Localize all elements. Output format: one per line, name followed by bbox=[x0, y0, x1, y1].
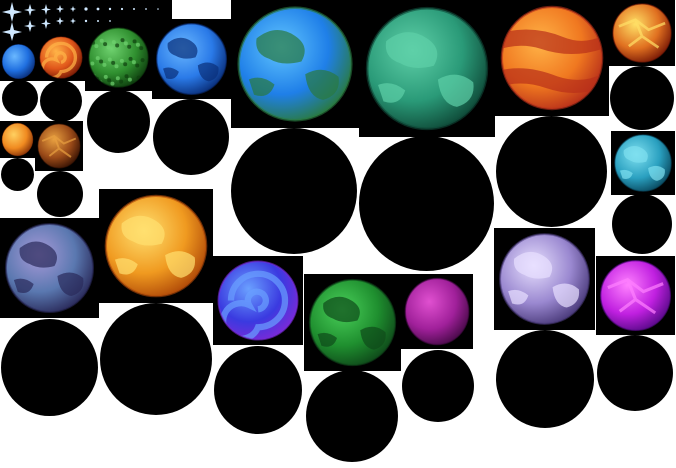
star-sprite-small bbox=[56, 5, 64, 13]
star-sprites bbox=[2, 2, 159, 41]
star-sprite-small bbox=[70, 6, 76, 12]
sprite-tile-planet-blue-continents-medium bbox=[152, 19, 231, 99]
shadow-mask-circle bbox=[306, 370, 398, 462]
sprite-tile-planet-lavender-white bbox=[494, 228, 595, 330]
planet-blue-small-icon bbox=[1, 43, 36, 80]
planet-violet-glow-icon bbox=[599, 259, 672, 332]
planet-cyan-small-icon bbox=[614, 134, 672, 192]
sprite-tile-planet-blue-purple-swirl bbox=[213, 256, 303, 345]
star-sprite-dot bbox=[157, 8, 159, 10]
star-sprite-large bbox=[2, 22, 22, 41]
planet-brown-lava-tiny-icon bbox=[37, 123, 81, 169]
sprite-tile-planet-lavender-slate bbox=[0, 218, 99, 318]
sprite-tile-planet-blue-small bbox=[0, 42, 37, 81]
star-sprite-dot bbox=[96, 7, 100, 11]
star-sprite-dot bbox=[84, 7, 88, 11]
shadow-mask-circle bbox=[40, 80, 82, 122]
sprite-tile-planet-lava-small bbox=[609, 0, 675, 66]
shadow-mask-circle bbox=[1, 158, 34, 191]
shadow-mask-circle bbox=[597, 335, 673, 411]
star-sprite-small bbox=[70, 18, 76, 24]
sprite-tile-planet-violet-glow bbox=[596, 256, 675, 335]
star-sprite-large bbox=[2, 2, 22, 22]
planet-orange-swirl-small-icon bbox=[39, 36, 83, 79]
star-sprite-dot bbox=[133, 8, 135, 10]
star-sprite-medium bbox=[41, 4, 51, 15]
star-sprite-dot bbox=[120, 7, 124, 11]
sprite-tile-planet-orange-tiny bbox=[0, 121, 35, 158]
sprite-tile-planet-teal-large bbox=[359, 0, 495, 137]
planet-lavender-white-icon bbox=[499, 233, 590, 325]
planet-teal-large-icon bbox=[365, 6, 489, 131]
planet-green-spotted-icon bbox=[308, 278, 397, 367]
sprite-tile-planet-earthlike-large bbox=[231, 0, 359, 128]
star-sprite-dot bbox=[108, 7, 112, 11]
planet-magenta-small-icon bbox=[404, 277, 470, 346]
star-sprite-dot bbox=[109, 20, 111, 22]
planet-earthlike-large-icon bbox=[237, 6, 353, 122]
shadow-mask-circle bbox=[231, 128, 357, 254]
sprite-tile-planet-orange-bands bbox=[495, 0, 609, 116]
sprite-tile-planet-green-spotted bbox=[304, 274, 401, 371]
sprite-tile-planet-brown-lava-tiny bbox=[35, 121, 83, 171]
shadow-mask-circle bbox=[153, 99, 229, 175]
sprite-tile-planet-sun-orange bbox=[99, 189, 213, 303]
sprite-tile-planet-green-textured bbox=[85, 24, 152, 91]
shadow-mask-circle bbox=[214, 346, 302, 434]
shadow-mask-circle bbox=[2, 80, 38, 116]
planet-blue-continents-medium-icon bbox=[155, 23, 228, 95]
sprite-tile-planet-cyan-small bbox=[611, 131, 675, 195]
shadow-mask-circle bbox=[37, 171, 83, 217]
star-sprite-medium bbox=[24, 20, 36, 32]
sprite-tile-planet-magenta-small bbox=[401, 274, 473, 349]
star-sprite-dot bbox=[97, 20, 99, 22]
shadow-mask-circle bbox=[402, 350, 474, 422]
star-sprite-small bbox=[56, 17, 64, 25]
star-sprite-medium bbox=[24, 4, 36, 16]
shadow-mask-circle bbox=[496, 116, 607, 227]
planet-orange-bands-icon bbox=[500, 5, 604, 111]
shadow-mask-circle bbox=[496, 330, 594, 428]
star-sprite-dot bbox=[145, 8, 147, 10]
planet-blue-purple-swirl-icon bbox=[217, 260, 299, 341]
star-sprite-dot bbox=[84, 19, 88, 23]
shadow-mask-circle bbox=[610, 66, 674, 130]
planet-sun-orange-icon bbox=[104, 194, 208, 298]
shadow-mask-circle bbox=[87, 90, 150, 153]
star-sprite-medium bbox=[41, 18, 51, 29]
planet-orange-tiny-icon bbox=[1, 122, 34, 157]
sprite-tile-planet-orange-swirl-small bbox=[37, 34, 85, 81]
planet-green-textured-icon bbox=[88, 27, 149, 88]
shadow-mask-circle bbox=[1, 319, 98, 416]
shadow-mask-circle bbox=[100, 303, 212, 415]
planet-lavender-slate-icon bbox=[4, 223, 95, 313]
shadow-mask-circle bbox=[359, 136, 494, 271]
planet-lava-small-icon bbox=[612, 3, 672, 63]
shadow-mask-circle bbox=[612, 194, 672, 254]
